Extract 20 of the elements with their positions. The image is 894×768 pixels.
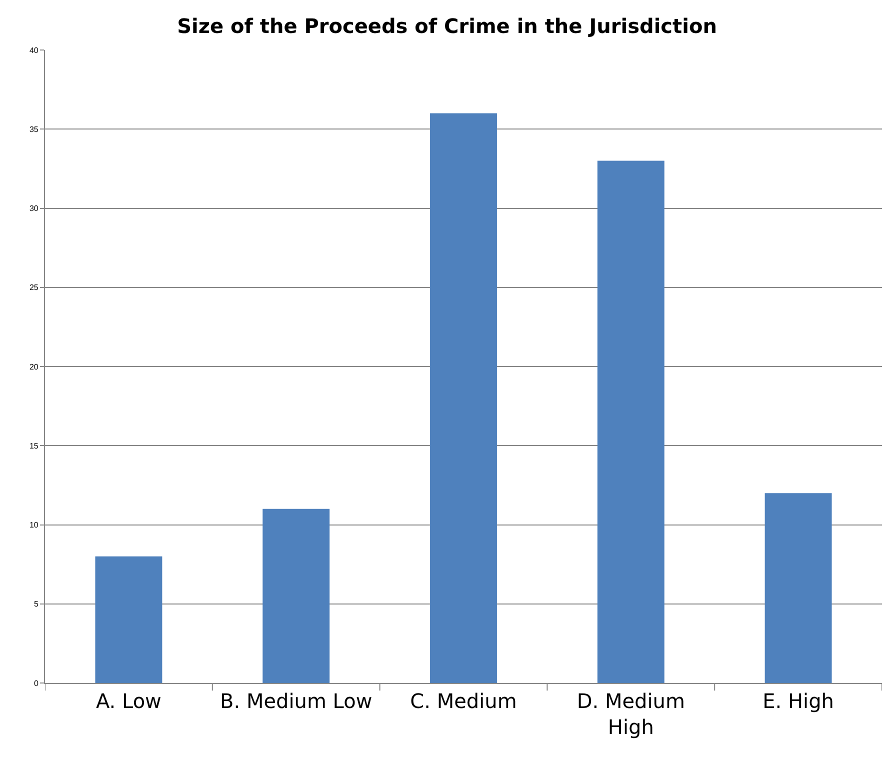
chart-title: Size of the Proceeds of Crime in the Jurisdiction xyxy=(177,14,717,38)
y-tick-label: 10 xyxy=(29,520,39,530)
bar xyxy=(262,508,330,683)
x-tick-label: C. Medium xyxy=(410,689,517,713)
y-tick-label: 30 xyxy=(29,204,39,214)
x-tick-label: A. Low xyxy=(96,689,162,713)
y-tick-label: 40 xyxy=(29,46,39,55)
bar xyxy=(95,556,162,683)
x-tick-label: E. High xyxy=(762,689,834,713)
y-tick-label: 0 xyxy=(34,678,39,688)
y-tick-label: 15 xyxy=(29,441,39,450)
y-tick-label: 5 xyxy=(34,600,39,609)
x-tick-label: B. Medium Low xyxy=(220,689,372,713)
y-tick-label: 20 xyxy=(29,362,39,372)
bar xyxy=(764,493,832,683)
bar xyxy=(597,160,664,683)
bar xyxy=(430,113,497,683)
x-tick-label: D. Medium High xyxy=(576,689,685,739)
y-tick-label: 25 xyxy=(29,283,39,292)
y-tick-label: 35 xyxy=(29,124,39,134)
